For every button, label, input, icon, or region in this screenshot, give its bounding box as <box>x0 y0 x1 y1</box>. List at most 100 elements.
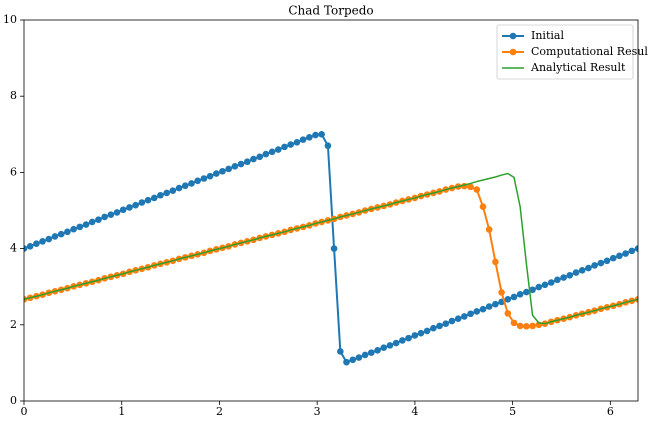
series-marker <box>181 182 189 190</box>
series-marker <box>175 184 183 192</box>
series-marker <box>231 163 239 170</box>
series-marker <box>374 347 381 354</box>
series-marker <box>547 279 555 286</box>
legend: Initial Computational Result Analytical Re… <box>496 24 648 80</box>
series-marker <box>572 269 580 276</box>
series-marker <box>467 310 474 318</box>
y-tick-label: 2 <box>10 318 17 331</box>
series-marker <box>430 324 437 332</box>
x-tick-label: 6 <box>607 405 614 418</box>
series-marker <box>597 259 605 267</box>
series-marker <box>578 267 586 274</box>
series-marker <box>386 342 394 349</box>
series-marker <box>411 332 419 339</box>
series-marker <box>541 281 549 289</box>
series-marker <box>76 223 84 231</box>
series-marker <box>492 300 499 308</box>
legend-label: Initial <box>531 29 564 42</box>
series-marker <box>523 323 530 330</box>
series-marker <box>95 216 102 223</box>
series-marker <box>45 235 53 243</box>
y-tick-label: 6 <box>10 165 17 178</box>
series-marker <box>467 183 474 191</box>
series-marker <box>399 337 406 344</box>
series-marker <box>585 264 592 272</box>
series-line <box>24 172 638 325</box>
series-marker <box>510 293 518 301</box>
series-marker <box>312 131 319 139</box>
series-marker <box>454 315 462 323</box>
series-marker <box>287 141 294 148</box>
x-tick-label: 0 <box>21 405 28 418</box>
series-marker <box>318 131 325 138</box>
series-marker <box>24 245 28 252</box>
series-marker <box>51 233 59 240</box>
series-marker <box>535 283 543 291</box>
series-marker <box>485 303 493 310</box>
series-marker <box>516 291 524 298</box>
legend-label: Computational Result <box>531 45 648 58</box>
series-marker <box>498 289 505 296</box>
y-tick-label: 4 <box>10 242 17 255</box>
series-marker <box>622 250 629 257</box>
series-marker <box>436 322 443 330</box>
series-marker <box>380 344 388 351</box>
x-tick-label: 3 <box>314 405 321 418</box>
series-marker <box>132 201 139 209</box>
series-marker <box>206 172 214 180</box>
series-marker <box>274 146 282 153</box>
series-marker <box>368 349 375 356</box>
series-marker <box>268 148 276 156</box>
y-tick-label: 8 <box>10 89 17 102</box>
chart-title: Chad Torpedo <box>288 4 373 18</box>
series-marker <box>57 230 65 238</box>
series-marker <box>101 213 108 221</box>
series-marker <box>423 327 431 335</box>
series-marker <box>33 240 40 247</box>
series-marker <box>138 199 146 206</box>
series-marker <box>330 245 338 252</box>
series-marker <box>82 221 90 228</box>
y-tick-label: 10 <box>3 13 17 26</box>
series-marker <box>200 175 208 182</box>
series-marker <box>473 308 481 315</box>
x-tick-label: 5 <box>509 405 516 418</box>
series-marker <box>609 254 617 262</box>
legend-marker <box>509 48 517 56</box>
series-marker <box>523 288 530 296</box>
x-tick-label: 1 <box>118 405 125 418</box>
series-marker <box>194 177 201 185</box>
series-marker <box>461 313 468 320</box>
series-marker <box>566 271 574 279</box>
series-marker <box>281 143 288 151</box>
legend-label: Analytical Result <box>530 61 626 74</box>
series-marker <box>591 262 598 269</box>
series-marker <box>349 356 357 364</box>
legend-marker <box>509 32 517 40</box>
series-marker <box>188 180 195 187</box>
series-marker <box>306 134 313 141</box>
series-marker <box>107 211 115 218</box>
series-marker <box>479 305 487 313</box>
series-marker <box>442 320 450 327</box>
series-marker <box>225 165 232 173</box>
series-marker <box>554 276 561 284</box>
series-marker <box>39 238 46 245</box>
series-marker <box>634 245 638 252</box>
legend-box <box>496 24 634 80</box>
series-marker <box>26 243 34 250</box>
series-marker <box>473 186 481 193</box>
series-marker <box>144 196 152 204</box>
series-marker <box>243 158 251 166</box>
series-marker <box>219 167 226 175</box>
series-marker <box>529 322 536 330</box>
y-tick-label: 0 <box>10 394 17 407</box>
series-marker <box>256 153 264 161</box>
series-marker <box>603 257 611 265</box>
series-marker <box>355 354 363 361</box>
series-marker <box>250 155 257 163</box>
series-marker <box>262 150 270 158</box>
series-marker <box>337 348 344 355</box>
series-marker <box>119 206 127 214</box>
